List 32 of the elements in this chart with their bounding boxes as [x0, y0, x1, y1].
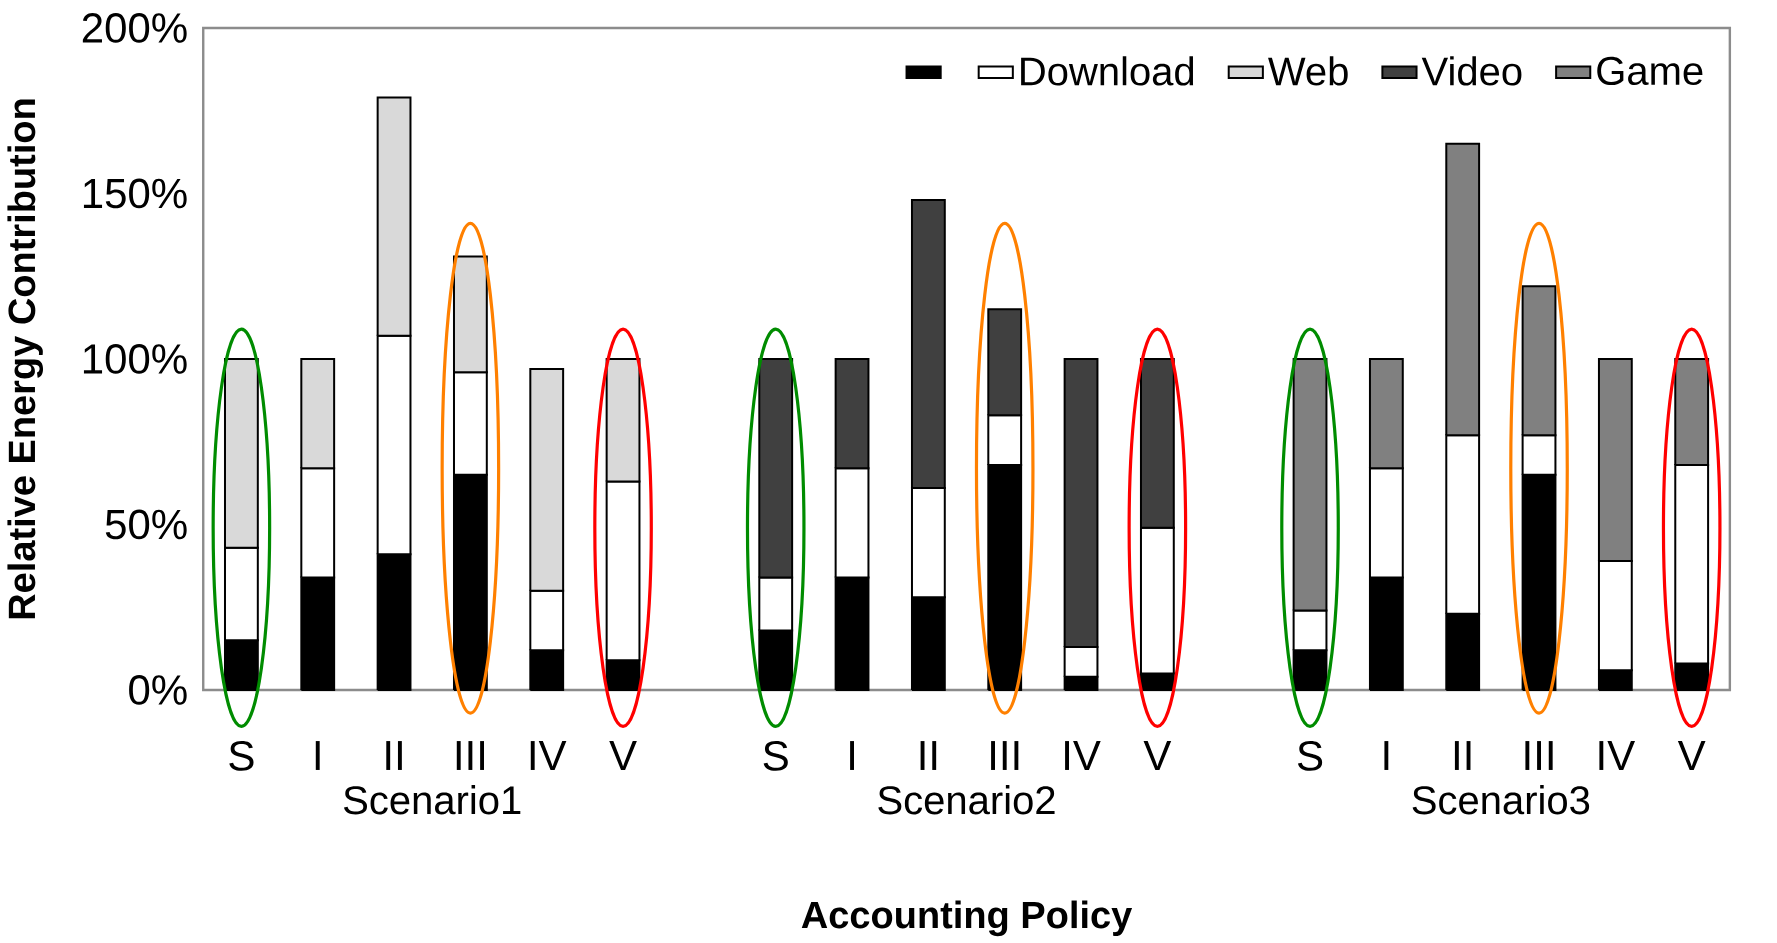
x-tick-label: IV — [530, 741, 567, 771]
y-tick-label: 0% — [129, 675, 187, 705]
x-tick-label: S — [229, 741, 254, 771]
x-tick-label: S — [763, 741, 788, 771]
y-axis-title: Relative Energy Contribution — [7, 99, 44, 619]
x-tick-label: I — [315, 741, 320, 771]
y-tick-label: 50% — [105, 509, 187, 540]
y-tick-label: 150% — [83, 178, 187, 209]
x-tick-label: II — [1454, 741, 1471, 771]
x-axis-title: Accounting Policy — [801, 900, 1133, 937]
x-tick-label: II — [386, 741, 402, 771]
x-tick-label: III — [991, 741, 1019, 771]
x-tick-label: V — [1143, 741, 1172, 771]
x-tick-label: IV — [1065, 741, 1101, 771]
x-tick-label: V — [609, 741, 637, 771]
legend-label: Download — [1021, 56, 1194, 86]
text: Scenario1 — [343, 785, 521, 815]
x-tick-label: IV — [1599, 741, 1636, 771]
y-tick-label: 100% — [83, 344, 187, 374]
x-tick-label: S — [1297, 741, 1323, 771]
x-tick-label: I — [850, 741, 854, 771]
legend-label: Video — [1421, 56, 1522, 86]
x-tick-label: III — [456, 741, 485, 771]
x-tick-label: V — [1677, 741, 1706, 771]
text: Scenario2 — [878, 785, 1055, 815]
x-tick-label: I — [1384, 741, 1389, 771]
x-tick-label: II — [920, 741, 937, 771]
legend-label: Web — [1268, 56, 1348, 86]
x-tick-label: III — [1525, 741, 1553, 771]
legend-label: Game — [1597, 56, 1703, 86]
text: Scenario3 — [1412, 785, 1590, 815]
y-tick-label: 200% — [82, 13, 187, 43]
